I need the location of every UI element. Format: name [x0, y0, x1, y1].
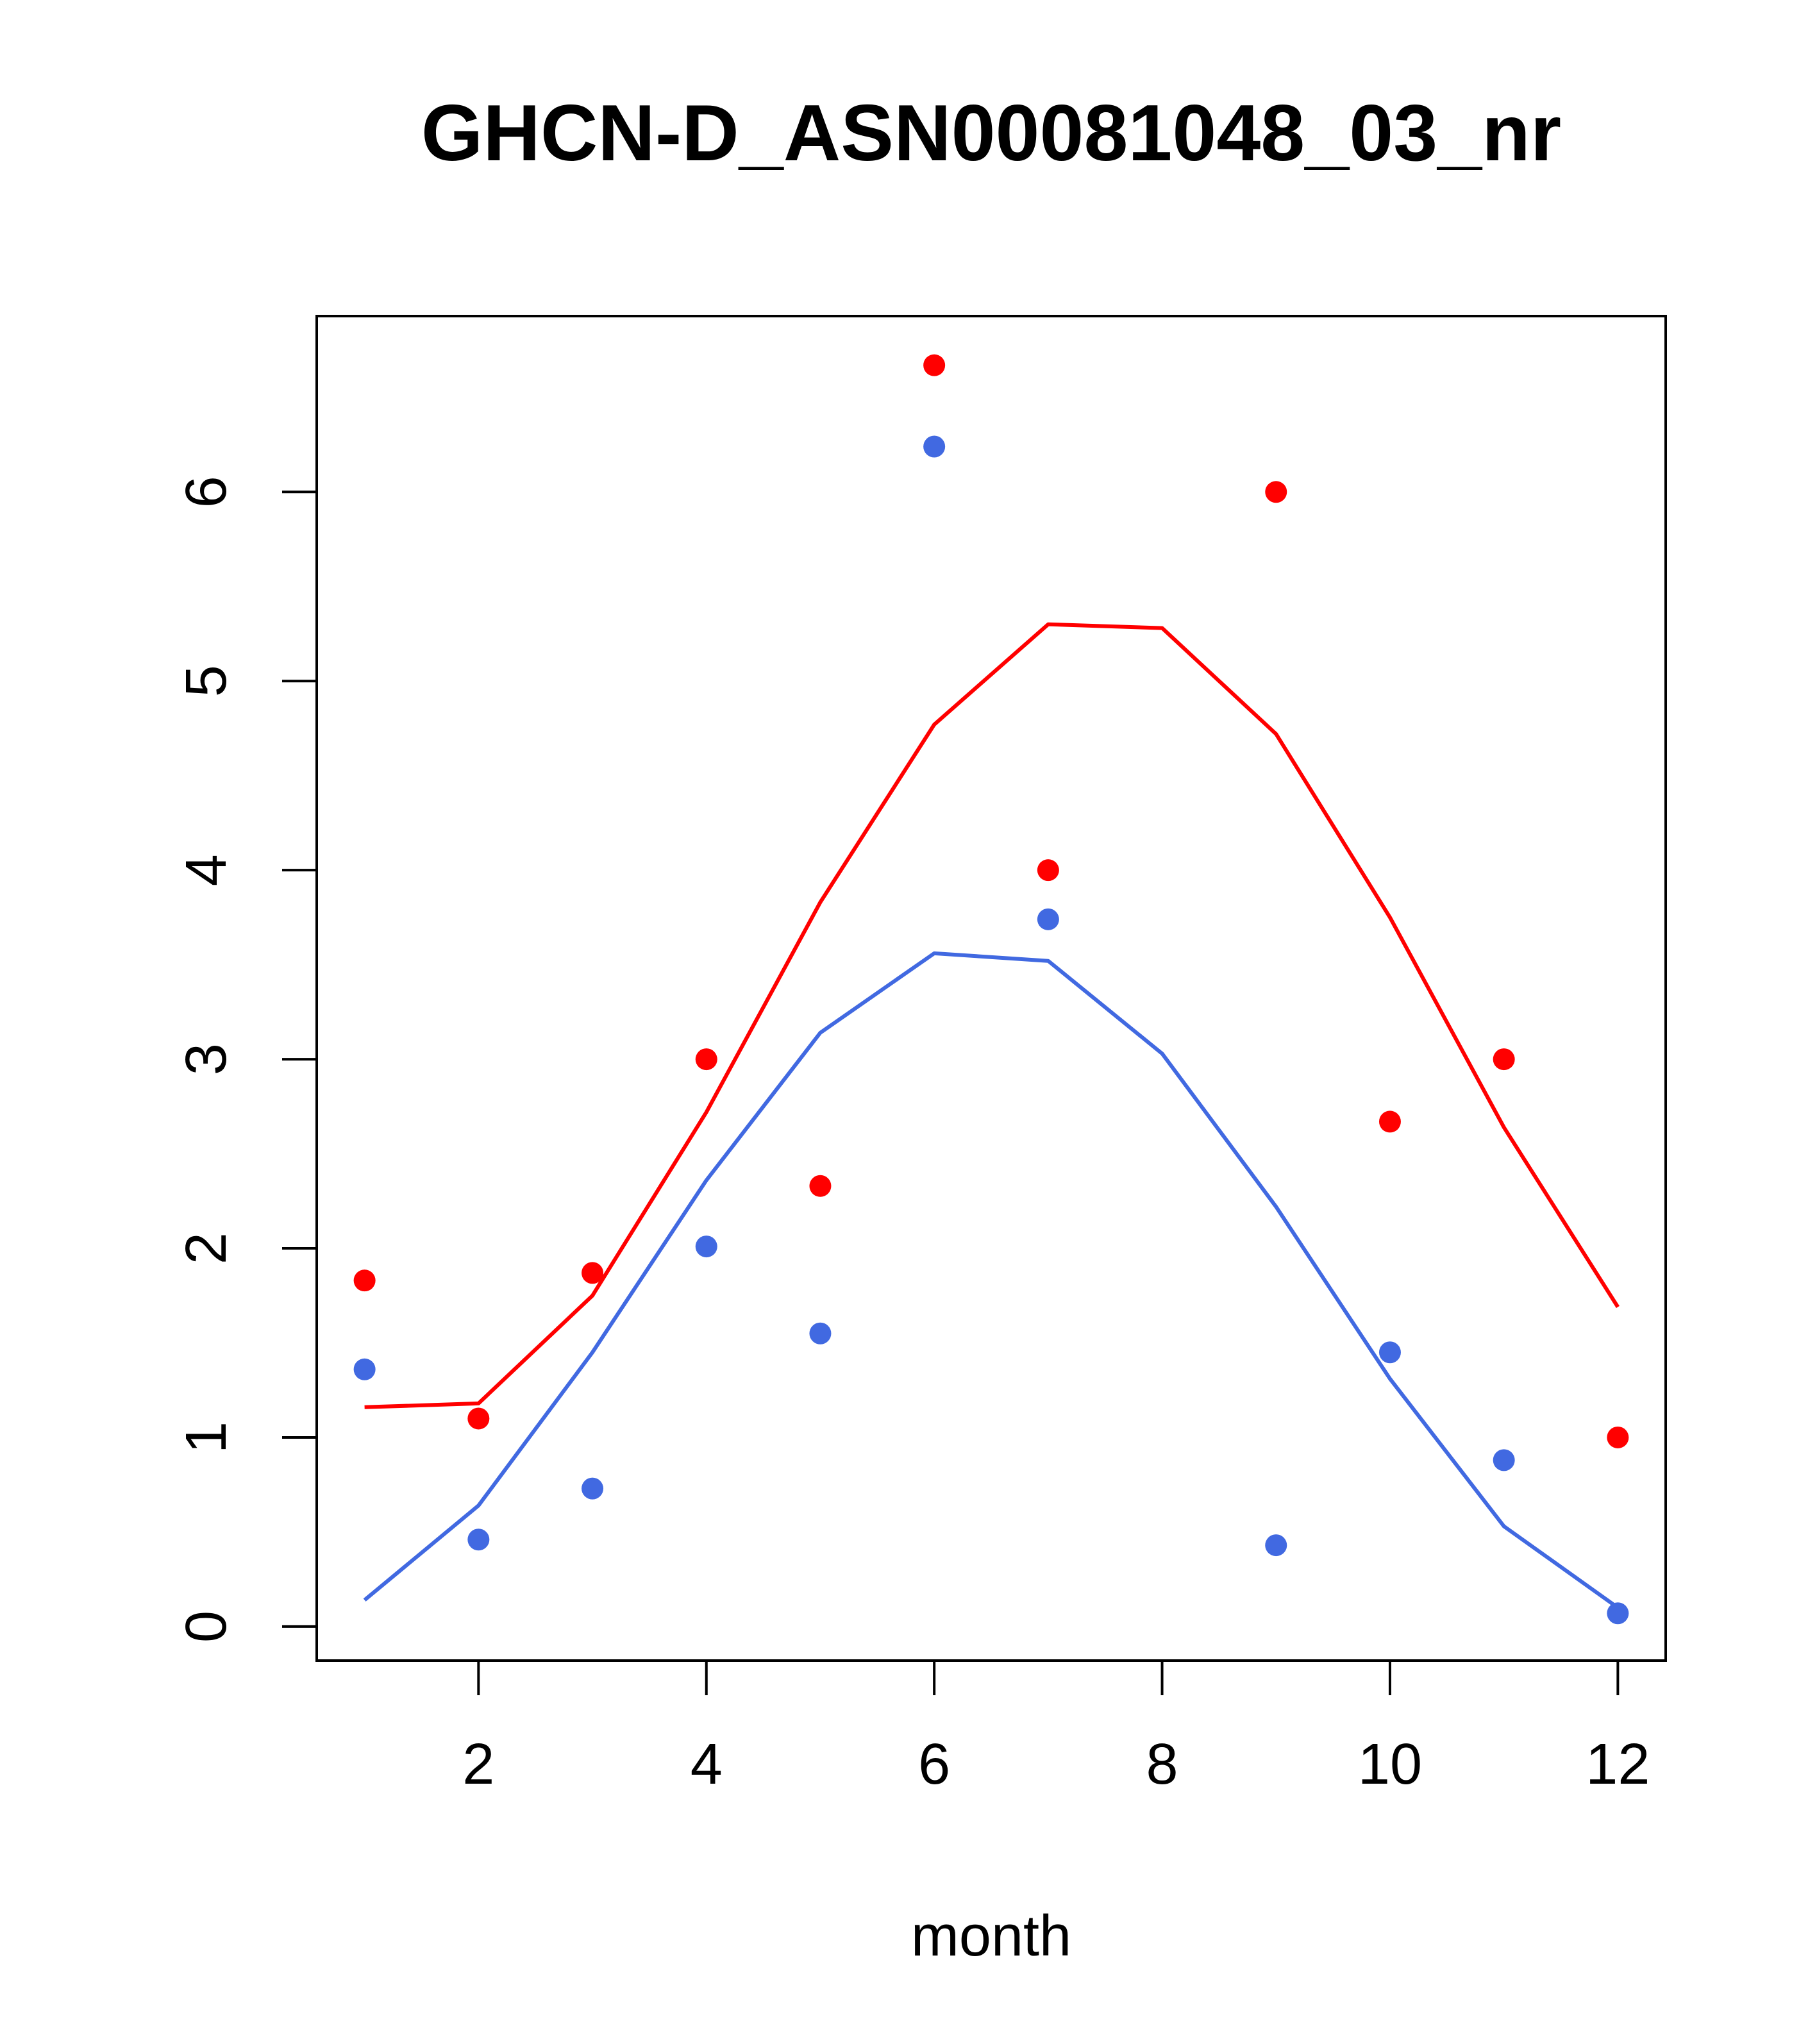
y-axis: 0 1 2 3 4 5 6: [174, 476, 318, 1643]
series-0-point: [1265, 481, 1287, 503]
chart-title: GHCN-D_ASN00081048_03_nr: [421, 89, 1561, 178]
series-0-point: [1037, 859, 1059, 882]
series-1-point: [1265, 1534, 1287, 1557]
y-tick-label: 0: [174, 1611, 239, 1643]
series-0-point: [1607, 1426, 1629, 1448]
series-0-line: [364, 622, 1620, 1409]
series-0-point: [923, 354, 946, 376]
series-1-point: [582, 1477, 604, 1500]
x-tick-label: 4: [691, 1732, 723, 1797]
x-axis-label: month: [911, 1904, 1071, 1968]
y-tick-label: 2: [174, 1232, 239, 1264]
y-tick-label: 1: [174, 1421, 239, 1453]
y-tick-label: 4: [174, 854, 239, 886]
series-0-point: [809, 1175, 832, 1197]
y-tick-label: 5: [174, 665, 239, 697]
x-tick-label: 6: [918, 1732, 950, 1797]
series-1-point: [1607, 1602, 1629, 1625]
series-layer: [353, 354, 1629, 1625]
x-tick-label: 2: [462, 1732, 494, 1797]
series-1-point: [467, 1529, 490, 1551]
series-1-point: [1493, 1449, 1515, 1471]
x-axis: 2 4 6 8 10 12: [462, 1659, 1650, 1797]
series-0-point: [582, 1262, 604, 1284]
series-1-line: [363, 951, 1620, 1609]
series-1-point: [1378, 1341, 1401, 1364]
series-0-point: [467, 1407, 490, 1430]
series-0-point: [1493, 1048, 1515, 1071]
series-1-point: [695, 1236, 717, 1258]
y-tick-label: 3: [174, 1043, 239, 1075]
x-tick-label: 10: [1358, 1732, 1422, 1797]
series-1-point: [809, 1322, 832, 1345]
x-tick-label: 8: [1146, 1732, 1178, 1797]
series-1-point: [353, 1358, 376, 1380]
series-1-point: [1037, 908, 1059, 930]
series-0-point: [353, 1269, 376, 1292]
x-tick-label: 12: [1586, 1732, 1650, 1797]
series-0-point: [1378, 1110, 1401, 1133]
series-1-point: [923, 435, 946, 458]
y-tick-label: 6: [174, 476, 239, 508]
plot-area-frame: [315, 315, 1667, 1662]
series-0-point: [695, 1048, 717, 1071]
